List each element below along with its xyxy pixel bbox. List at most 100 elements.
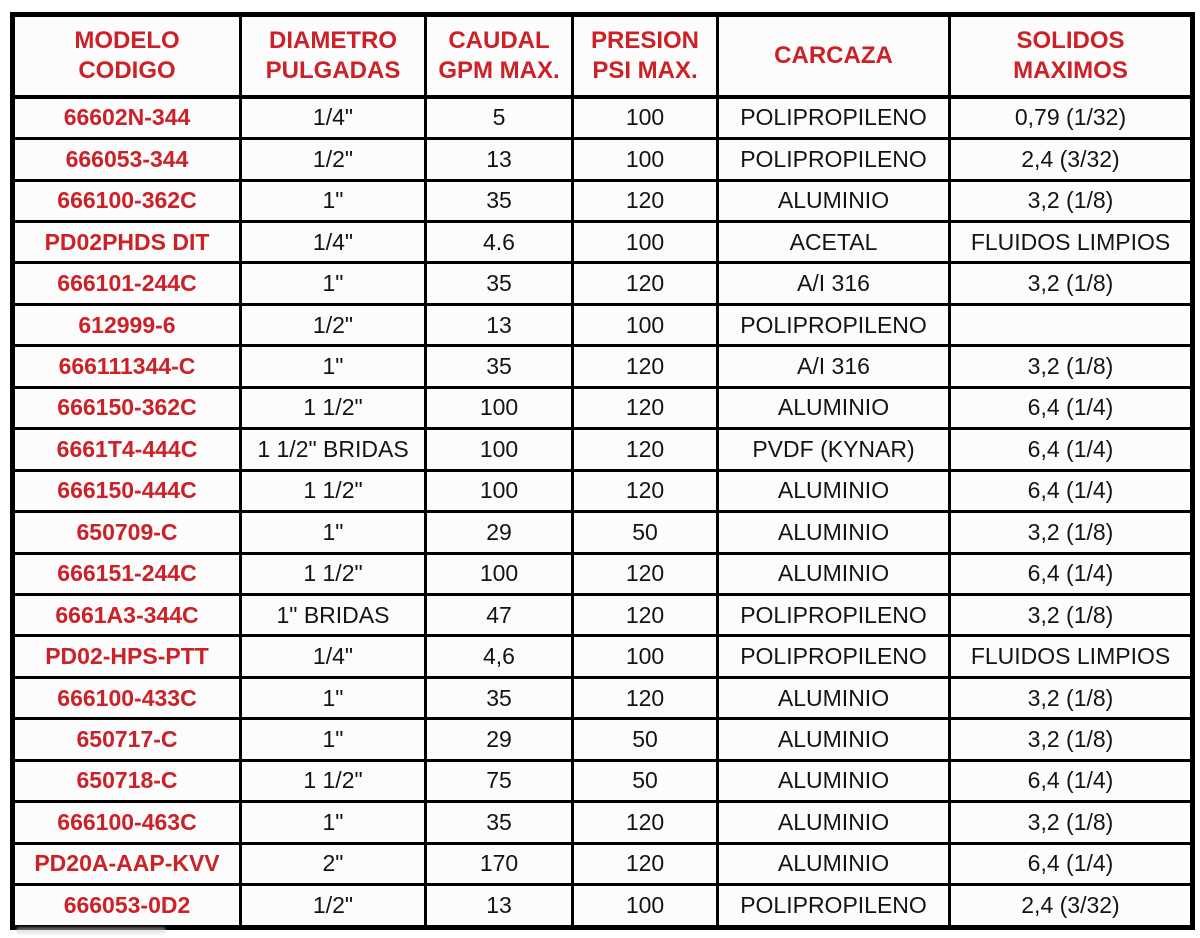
header-row: MODELO CODIGO DIAMETRO PULGADAS CAUDAL GPM… [11, 13, 1194, 99]
cell-carcaza: POLIPROPILENO [716, 94, 951, 141]
cell-solidos: 2,4 (3/32) [948, 883, 1194, 929]
cell-presion: 100 [571, 302, 719, 348]
column-header-presion: PRESION PSI MAX. [571, 13, 719, 99]
cell-presion: 120 [571, 468, 719, 514]
cell-modelo: 666150-444C [11, 468, 242, 514]
cell-modelo: 66602N-344 [11, 94, 242, 141]
cell-carcaza: ALUMINIO [716, 675, 951, 721]
cell-modelo: 666100-362C [11, 178, 242, 224]
cell-solidos: 3,2 (1/8) [948, 510, 1194, 555]
cell-carcaza: ALUMINIO [716, 551, 951, 596]
cell-diametro: 1 1/2" [239, 468, 427, 514]
cell-solidos: 3,2 (1/8) [948, 344, 1194, 389]
cell-carcaza: ALUMINIO [716, 758, 951, 804]
cell-caudal: 35 [424, 675, 574, 721]
cell-modelo: 666100-433C [11, 675, 242, 721]
cell-diametro: 1" [239, 178, 427, 224]
cell-modelo: 6661A3-344C [11, 592, 242, 638]
cell-solidos: 2,4 (3/32) [948, 137, 1194, 182]
cell-diametro: 1" [239, 800, 427, 845]
cell-presion: 100 [571, 137, 719, 182]
cell-modelo: 650718-C [11, 758, 242, 804]
cell-modelo: 666151-244C [11, 551, 242, 596]
cell-carcaza: ALUMINIO [716, 178, 951, 224]
cell-diametro: 1/4" [239, 634, 427, 679]
cell-caudal: 13 [424, 883, 574, 929]
cell-modelo: 666053-0D2 [11, 883, 242, 929]
cell-caudal: 100 [424, 468, 574, 514]
cell-presion: 120 [571, 427, 719, 472]
cell-modelo: PD02-HPS-PTT [11, 634, 242, 679]
pump-spec-table: MODELO CODIGO DIAMETRO PULGADAS CAUDAL GPM… [10, 12, 1195, 930]
cell-solidos: 3,2 (1/8) [948, 261, 1194, 306]
table-row: 666150-444C 1 1/2" 100 120 ALUMINIO 6,4 (1/4) [11, 468, 1194, 514]
cell-solidos: 6,4 (1/4) [948, 551, 1194, 596]
cell-diametro: 1" [239, 261, 427, 306]
cell-carcaza: A/I 316 [716, 261, 951, 306]
cell-presion: 120 [571, 800, 719, 845]
cell-caudal: 100 [424, 427, 574, 472]
table-row: 666111344-C 1" 35 120 A/I 316 3,2 (1/8) [11, 344, 1194, 389]
table-row: PD20A-AAP-KVV 2" 170 120 ALUMINIO 6,4 (1/4) [11, 841, 1194, 887]
cell-carcaza: ALUMINIO [716, 841, 951, 887]
cell-modelo: 666150-362C [11, 385, 242, 431]
table-row: PD02PHDS DIT 1/4" 4.6 100 ACETAL FLUIDOS LIMP… [11, 219, 1194, 265]
table-row: 666100-463C 1" 35 120 ALUMINIO 3,2 (1/8) [11, 800, 1194, 845]
cell-carcaza: ALUMINIO [716, 468, 951, 514]
table-row: PD02-HPS-PTT 1/4" 4,6 100 POLIPROPILENO FLUID… [11, 634, 1194, 679]
cell-caudal: 29 [424, 717, 574, 762]
cell-caudal: 170 [424, 841, 574, 887]
cell-caudal: 5 [424, 94, 574, 141]
column-header-solidos: SOLIDOS MAXIMOS [948, 13, 1194, 99]
cell-caudal: 4.6 [424, 219, 574, 265]
cell-presion: 120 [571, 344, 719, 389]
cell-presion: 50 [571, 758, 719, 804]
cell-presion: 120 [571, 551, 719, 596]
table-row: 666151-244C 1 1/2" 100 120 ALUMINIO 6,4 (1/4) [11, 551, 1194, 596]
cell-caudal: 35 [424, 800, 574, 845]
table-body: 66602N-344 1/4" 5 100 POLIPROPILENO 0,79 (1/3… [11, 94, 1194, 929]
cell-carcaza: PVDF (KYNAR) [716, 427, 951, 472]
table-row: 612999-6 1/2" 13 100 POLIPROPILENO [11, 302, 1194, 348]
cell-presion: 120 [571, 592, 719, 638]
cell-carcaza: POLIPROPILENO [716, 137, 951, 182]
cell-diametro: 1/2" [239, 302, 427, 348]
table-row: 666101-244C 1" 35 120 A/I 316 3,2 (1/8) [11, 261, 1194, 306]
cell-solidos: FLUIDOS LIMPIOS [948, 634, 1194, 679]
cell-diametro: 1/2" [239, 137, 427, 182]
cell-diametro: 1" [239, 344, 427, 389]
cell-modelo: 666101-244C [11, 261, 242, 306]
cell-diametro: 1 1/2" [239, 758, 427, 804]
cell-carcaza: ACETAL [716, 219, 951, 265]
cell-diametro: 1/4" [239, 219, 427, 265]
cell-carcaza: POLIPROPILENO [716, 592, 951, 638]
cell-modelo: 650709-C [11, 510, 242, 555]
cell-presion: 120 [571, 261, 719, 306]
cell-caudal: 100 [424, 385, 574, 431]
cell-presion: 120 [571, 178, 719, 224]
cell-solidos: 0,79 (1/32) [948, 94, 1194, 141]
cell-presion: 120 [571, 675, 719, 721]
cell-solidos: 6,4 (1/4) [948, 385, 1194, 431]
cell-modelo: 666111344-C [11, 344, 242, 389]
cell-presion: 100 [571, 219, 719, 265]
column-header-diametro: DIAMETRO PULGADAS [239, 13, 427, 99]
column-header-caudal: CAUDAL GPM MAX. [424, 13, 574, 99]
cell-solidos: 3,2 (1/8) [948, 592, 1194, 638]
cell-solidos: 6,4 (1/4) [948, 758, 1194, 804]
table-row: 650717-C 1" 29 50 ALUMINIO 3,2 (1/8) [11, 717, 1194, 762]
cell-presion: 120 [571, 385, 719, 431]
cell-diametro: 1 1/2" [239, 551, 427, 596]
cell-carcaza: POLIPROPILENO [716, 634, 951, 679]
cell-diametro: 1 1/2" [239, 385, 427, 431]
cell-diametro: 1/4" [239, 94, 427, 141]
table-row: 666100-362C 1" 35 120 ALUMINIO 3,2 (1/8) [11, 178, 1194, 224]
cell-solidos: FLUIDOS LIMPIOS [948, 219, 1194, 265]
cell-diametro: 1 1/2" BRIDAS [239, 427, 427, 472]
cell-presion: 100 [571, 94, 719, 141]
cell-solidos: 6,4 (1/4) [948, 427, 1194, 472]
cell-carcaza: ALUMINIO [716, 385, 951, 431]
cell-modelo: PD02PHDS DIT [11, 219, 242, 265]
cell-caudal: 35 [424, 344, 574, 389]
